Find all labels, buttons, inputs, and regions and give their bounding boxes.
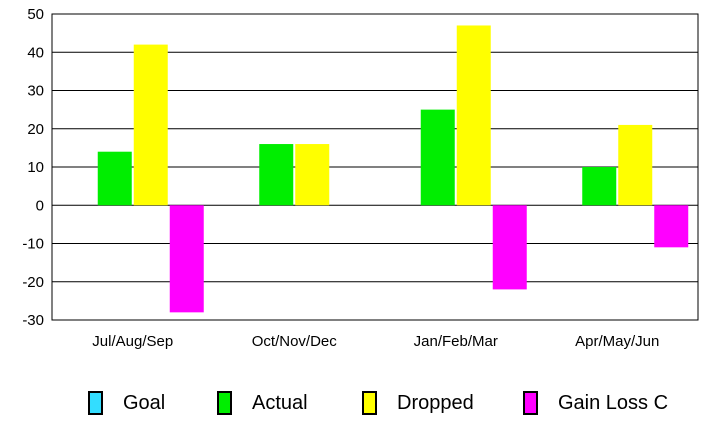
x-tick-label: Jan/Feb/Mar [414,333,498,350]
bar-actual-2 [420,109,455,206]
y-axis-tick-labels: -30 -20 -10 0 10 20 30 40 50 [22,6,44,329]
bar-actual-1 [259,144,294,206]
bar-actual-3 [582,167,617,206]
y-tick-label: -10 [22,236,44,253]
legend-label: Gain Loss C [558,391,669,414]
y-tick-label: -30 [22,312,44,329]
x-tick-label: Apr/May/Jun [575,333,659,350]
legend-label: Actual [252,391,308,414]
legend: Goal Actual Dropped Gain Loss C [0,388,710,418]
bar-gain-loss-c-0 [169,205,204,313]
y-tick-label: 20 [27,121,44,138]
bar-actual-0 [97,151,132,206]
bar-dropped-3 [618,124,653,206]
y-tick-label: 0 [36,197,44,214]
x-axis-tick-labels: Jul/Aug/Sep Oct/Nov/Dec Jan/Feb/Mar Apr/May… [92,333,659,350]
legend-swatch [88,391,103,415]
legend-item-actual: Actual [217,388,308,418]
bar-gain-loss-c-3 [654,205,689,248]
x-tick-label: Oct/Nov/Dec [252,333,338,350]
legend-label: Goal [123,391,166,414]
legend-label: Dropped [397,391,474,414]
bar-dropped-1 [295,144,330,206]
y-tick-label: -20 [22,274,44,291]
bars [97,25,689,313]
y-tick-label: 40 [27,44,44,61]
x-tick-label: Jul/Aug/Sep [92,333,173,350]
bar-gain-loss-c-2 [492,205,527,290]
bar-dropped-2 [456,25,491,206]
plot-frame [51,13,699,321]
legend-item-goal: Goal [88,388,165,418]
legend-swatch [362,391,377,415]
legend-item-gain-loss-c: Gain Loss C [523,388,668,418]
legend-swatch [523,391,538,415]
y-tick-label: 30 [27,83,44,100]
bar-dropped-0 [133,44,168,206]
y-tick-label: 10 [27,159,44,176]
legend-item-dropped: Dropped [362,388,474,418]
y-tick-label: 50 [27,6,44,23]
bar-chart: -30 -20 -10 0 10 20 30 40 50 Jul/Aug/Sep Oct/Nov/… [22,6,699,350]
legend-swatch [217,391,232,415]
